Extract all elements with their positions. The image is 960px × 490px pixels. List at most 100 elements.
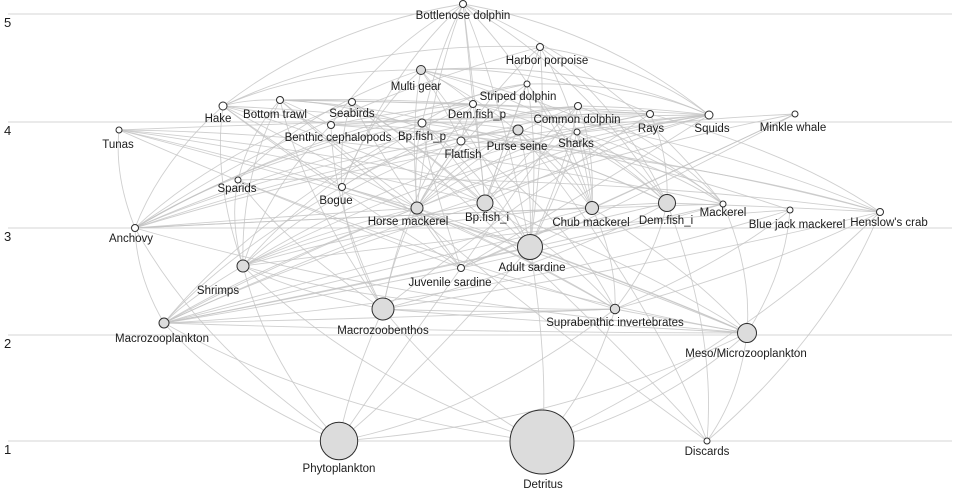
- edge-dem_fish_i-suprabenthic: [614, 202, 668, 310]
- edge-tunas-mackerel: [118, 129, 724, 205]
- node-seabirds: [348, 98, 356, 106]
- edge-bottlenose-chub_mack: [462, 3, 593, 209]
- edge-rays-dem_fish_i: [649, 113, 668, 204]
- edge-common_dolphin-squids: [577, 105, 710, 116]
- edge-mackerel-anchovy: [134, 203, 724, 229]
- node-striped_dolphin: [523, 80, 531, 88]
- node-label-harbor_porpoise: Harbor porpoise: [506, 55, 588, 67]
- axis-tick-label-3: 3: [4, 229, 11, 244]
- edge-sharks-dem_fish_i: [576, 131, 668, 204]
- node-phyto: [319, 421, 359, 461]
- edge-horse_mack-anchovy: [134, 207, 418, 229]
- edge-sharks-bp_fish_i: [484, 131, 578, 204]
- edge-tunas-adult_sard: [118, 129, 531, 248]
- edge-common_dolphin-anchovy: [134, 105, 579, 229]
- edge-sparids-macrozoob: [237, 179, 384, 310]
- edge-bottlenose-hake: [222, 3, 464, 107]
- edge-bottlenose-bp_fish_p: [421, 3, 464, 124]
- edge-hake-blue_jack: [222, 105, 791, 211]
- edge-shrimps-detritus: [242, 265, 543, 443]
- edge-hake-anchovy: [134, 105, 224, 229]
- node-squids: [704, 110, 714, 120]
- edge-suprabenthic-phyto: [338, 308, 616, 442]
- node-mackerel: [719, 200, 727, 208]
- edge-squids-anchovy: [134, 114, 710, 229]
- node-benthic_ceph: [327, 121, 335, 129]
- nodes: [115, 0, 884, 475]
- node-chub_mack: [585, 201, 599, 215]
- edge-macrozoopl-phyto: [163, 322, 340, 442]
- edge-squids-juv_sard: [460, 114, 710, 269]
- edge-squids-horse_mack: [416, 114, 710, 209]
- edge-harbor_porpoise-horse_mack: [416, 46, 541, 209]
- node-label-meso_micro: Meso/Microzooplankton: [685, 348, 806, 360]
- node-label-tunas: Tunas: [102, 139, 134, 151]
- node-anchovy: [131, 224, 139, 232]
- node-flatfish: [456, 136, 466, 146]
- edge-blue_jack-shrimps: [242, 209, 791, 267]
- edge-tunas-chub_mack: [118, 129, 593, 209]
- node-label-common_dolphin: Common dolphin: [534, 114, 621, 126]
- node-label-squids: Squids: [694, 123, 729, 135]
- edge-blue_jack-suprabenthic: [614, 209, 791, 310]
- node-common_dolphin: [574, 102, 582, 110]
- edge-shrimps-macrozoob: [242, 265, 384, 310]
- edge-juv_sard-phyto: [338, 267, 462, 442]
- edge-sharks-horse_mack: [416, 131, 578, 209]
- node-detritus: [509, 409, 575, 475]
- node-macrozoob: [371, 297, 395, 321]
- edge-shrimps-macrozoopl: [163, 265, 244, 324]
- node-label-multi_gear: Multi gear: [391, 81, 442, 93]
- edge-bp_fish_p-adult_sard: [421, 122, 531, 248]
- edge-rays-benthic_ceph: [330, 113, 651, 126]
- edge-shrimps-suprabenthic: [242, 265, 616, 310]
- edge-blue_jack-macrozoopl: [163, 209, 791, 324]
- edge-horse_mack-shrimps: [242, 207, 418, 267]
- edge-dem_fish_p-benthic_ceph: [330, 103, 474, 126]
- edge-henslows-discards: [706, 211, 881, 442]
- node-labels: Bottlenose dolphin Harbor porpoise Multi g…: [102, 10, 928, 490]
- node-label-detritus: Detritus: [523, 479, 563, 490]
- axis-tick-label-5: 5: [4, 15, 11, 30]
- edge-sparids-henslows: [237, 178, 881, 213]
- node-label-macrozoob: Macrozoobenthos: [337, 325, 429, 337]
- edge-harbor_porpoise-hake: [222, 45, 541, 107]
- level-lines: 5 4 3 2 1: [4, 13, 952, 457]
- node-dem_fish_p: [469, 100, 477, 108]
- edge-bp_fish_i-meso_micro: [484, 202, 748, 334]
- edge-flatfish-suprabenthic: [460, 140, 616, 310]
- edge-sparids-suprabenthic: [237, 179, 616, 310]
- edge-common_dolphin-chub_mack: [577, 105, 593, 209]
- node-label-bogue: Bogue: [319, 195, 352, 207]
- edge-dem_fish_p-shrimps: [242, 103, 474, 267]
- edge-macrozoopl-detritus: [163, 322, 543, 443]
- node-label-purse_seine: Purse seine: [487, 141, 548, 153]
- node-suprabenthic: [609, 303, 621, 315]
- node-rays: [646, 110, 654, 118]
- node-henslows: [876, 208, 884, 216]
- node-bottom_trawl: [276, 96, 284, 104]
- edge-blue_jack-meso_micro: [746, 209, 791, 334]
- edge-bottlenose-dem_fish_i: [462, 3, 668, 204]
- node-label-discards: Discards: [685, 446, 730, 458]
- edge-bottom_trawl-dem_fish_p: [279, 99, 474, 105]
- edge-bottlenose-adult_sard: [462, 3, 531, 248]
- edge-seabirds-discards: [351, 101, 708, 442]
- edge-links: [117, 3, 881, 443]
- edge-bp_fish_i-suprabenthic: [484, 202, 616, 310]
- edge-common_dolphin-mackerel: [577, 105, 724, 205]
- node-sharks: [573, 128, 581, 136]
- edge-adult_sard-meso_micro: [529, 246, 748, 334]
- edge-bottom_trawl-sparids: [237, 99, 281, 181]
- edge-multi_gear-adult_sard: [420, 69, 531, 248]
- edge-dem_fish_i-shrimps: [242, 202, 668, 267]
- edge-rays-flatfish: [460, 112, 651, 142]
- edge-harbor_porpoise-adult_sard: [529, 46, 543, 248]
- edge-rays-macrozoob: [382, 113, 651, 310]
- node-discards: [703, 437, 711, 445]
- edge-minkle_whale-adult_sard: [529, 113, 796, 248]
- node-label-sparids: Sparids: [218, 183, 257, 195]
- edge-hake-bogue: [222, 105, 343, 188]
